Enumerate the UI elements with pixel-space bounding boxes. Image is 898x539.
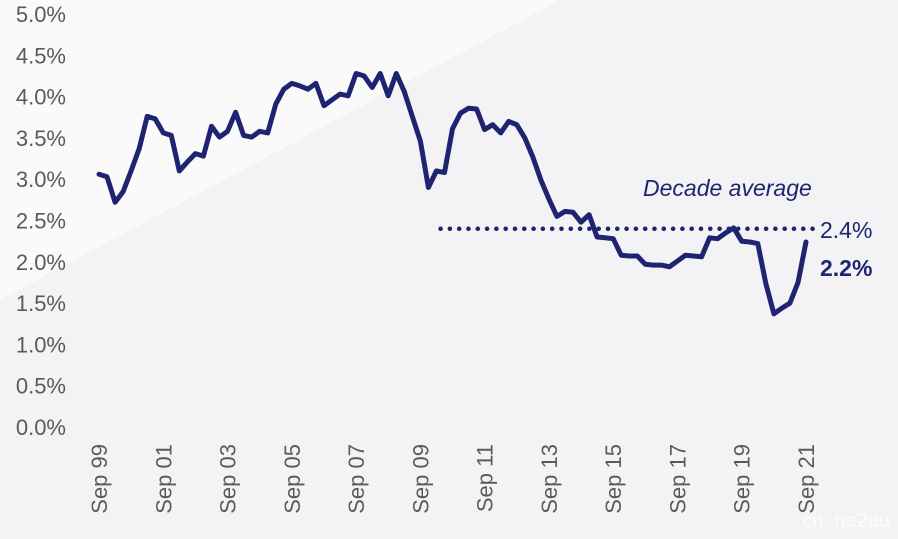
y-tick-label: 0.5% (16, 374, 66, 399)
x-tick-label: Sep 15 (601, 444, 626, 514)
x-tick-label: Sep 17 (665, 444, 690, 514)
background-highlight (0, 0, 560, 300)
y-tick-label: 1.0% (16, 332, 66, 357)
x-tick-label: Sep 13 (537, 444, 562, 514)
y-tick-label: 2.5% (16, 209, 66, 234)
x-tick-label: Sep 07 (344, 444, 369, 514)
x-tick-label: Sep 01 (151, 444, 176, 514)
x-axis-ticks: Sep 99 Sep 01 Sep 03 Sep 05 Sep 07 Sep 09 Sep … (87, 444, 819, 514)
x-tick-label: Sep 05 (280, 444, 305, 514)
y-tick-label: 5.0% (16, 2, 66, 27)
decade-average-value-label: 2.4% (820, 217, 872, 243)
y-tick-label: 1.5% (16, 291, 66, 316)
y-tick-label: 2.0% (16, 250, 66, 275)
y-tick-label: 4.5% (16, 43, 66, 68)
y-tick-label: 4.0% (16, 85, 66, 110)
x-tick-label: Sep 99 (87, 444, 112, 514)
y-tick-label: 0.0% (16, 415, 66, 440)
watermark-text: cn: na2au (802, 510, 890, 532)
x-tick-label: Sep 11 (473, 444, 498, 512)
x-tick-label: Sep 19 (730, 444, 755, 514)
x-tick-label: Sep 21 (794, 444, 819, 514)
series-group (96, 71, 809, 317)
x-tick-label: Sep 03 (216, 444, 241, 514)
y-tick-label: 3.0% (16, 167, 66, 192)
decade-average-label: Decade average (643, 175, 812, 201)
y-tick-label: 3.5% (16, 126, 66, 151)
y-axis-ticks: 0.0% 0.5% 1.0% 1.5% 2.0% 2.5% 3.0% 3.5% 4.0% 4.5%… (16, 2, 66, 440)
x-tick-label: Sep 09 (408, 444, 433, 514)
series-line (96, 71, 809, 317)
annotations: Decade average 2.4% 2.2% (643, 175, 872, 281)
last-value-label: 2.2% (820, 255, 872, 281)
